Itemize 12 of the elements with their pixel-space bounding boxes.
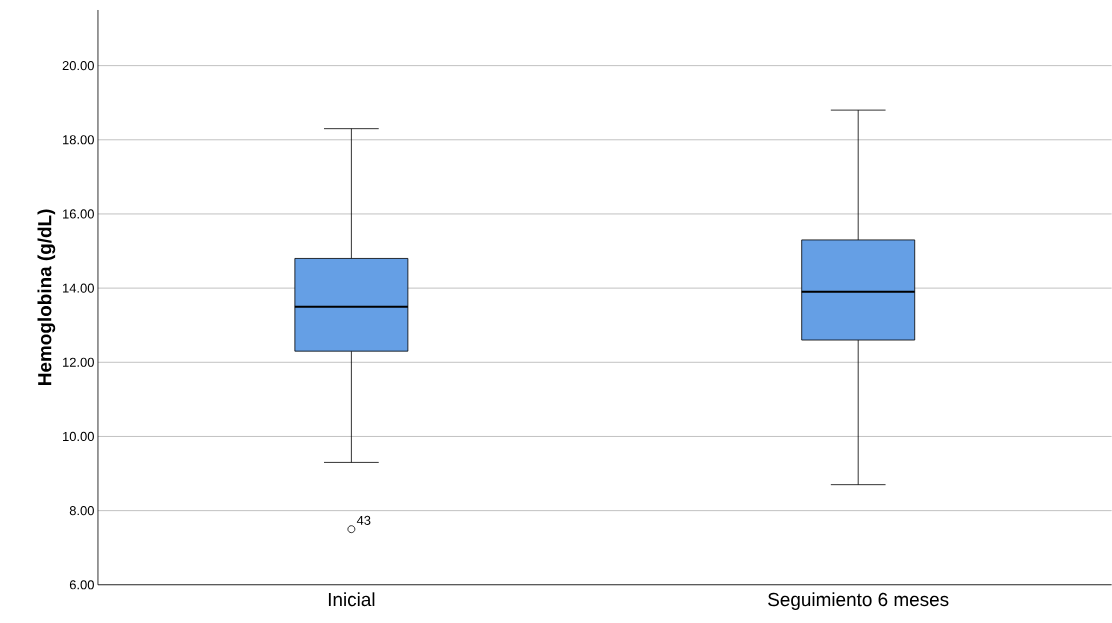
y-tick-label: 20.00 (62, 61, 94, 71)
y-tick-label: 8.00 (69, 506, 94, 516)
x-tick-label: Seguimiento 6 meses (768, 592, 949, 611)
y-tick-label: 6.00 (69, 580, 94, 590)
y-tick-label: 16.00 (63, 209, 94, 219)
x-tick-label: Inicial (328, 592, 375, 607)
y-tick-label: 14.00 (63, 283, 94, 293)
annotation: 43 (356, 515, 371, 526)
y-tick-label: 12.00 (63, 357, 94, 367)
y-axis-title: Hemoglobina (g/dL) (37, 209, 56, 386)
y-tick-label: 18.00 (63, 135, 94, 145)
y-tick-label: 10.00 (63, 431, 94, 442)
